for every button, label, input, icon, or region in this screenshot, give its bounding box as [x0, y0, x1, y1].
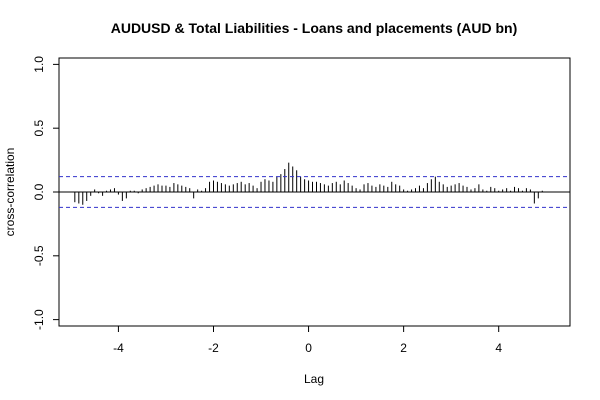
x-tick-label: -2: [208, 341, 219, 355]
y-tick-label: -0.5: [32, 245, 46, 266]
x-tick-label: 0: [305, 341, 312, 355]
chart-title: AUDUSD & Total Liabilities - Loans and p…: [111, 20, 518, 36]
x-tick-label: 4: [495, 341, 502, 355]
y-tick-label: 0.0: [32, 183, 46, 200]
x-tick-label: 2: [400, 341, 407, 355]
y-axis-label: cross-correlation: [3, 148, 17, 237]
y-tick-label: -1.0: [32, 309, 46, 330]
y-tick-label: 1.0: [32, 56, 46, 73]
y-axis: -1.0 -0.5 0.0 0.5 1.0: [32, 56, 59, 330]
bars: [74, 162, 543, 205]
y-tick-label: 0.5: [32, 120, 46, 137]
x-axis: -4 -2 0 2 4: [113, 326, 502, 355]
plot-area: [58, 57, 571, 327]
x-axis-label: Lag: [304, 372, 324, 386]
x-tick-label: -4: [113, 341, 124, 355]
